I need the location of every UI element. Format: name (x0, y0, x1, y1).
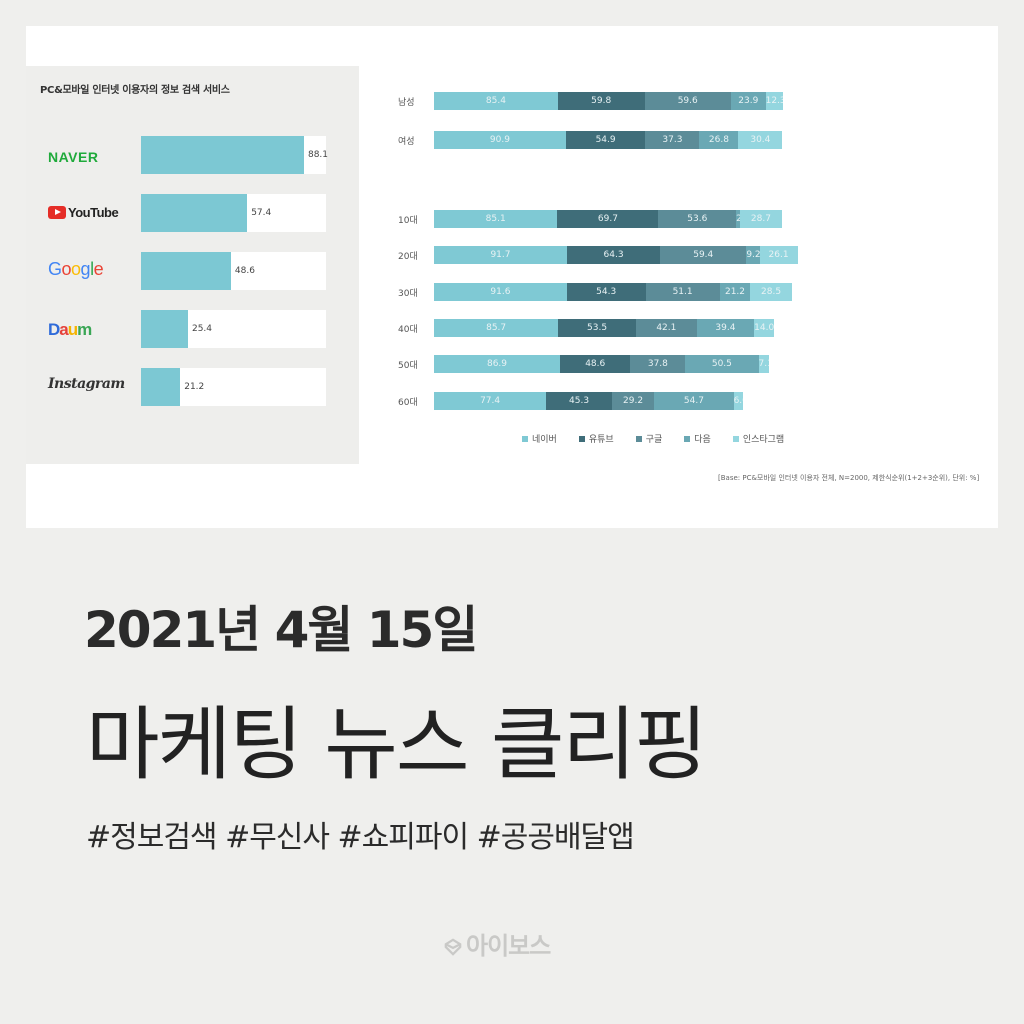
legend-swatch (684, 436, 691, 442)
bar-segment: 59.6 (644, 92, 731, 110)
bar-segment: 28.5 (750, 283, 792, 301)
left-chart-title: PC&모바일 인터넷 이용자의 정보 검색 서비스 (40, 85, 230, 96)
bar-value-label: 48.6 (234, 266, 255, 276)
bar-google (141, 252, 231, 290)
aibos-logo-icon (444, 938, 462, 956)
bar-segment: 85.1 (434, 210, 558, 228)
bar-segment: 64.3 (566, 246, 661, 264)
bar-segment: 90.9 (434, 131, 566, 149)
row-label: 40대 (398, 325, 418, 335)
row-label: 남성 (398, 98, 415, 108)
bar-segment: 14.0 (754, 319, 775, 337)
bar-segment: 48.6 (560, 355, 631, 373)
hashtags: #정보검색 #무신사 #쇼피파이 #공공배달앱 (86, 820, 635, 855)
aibos-logo-text: 아이보스 (466, 932, 551, 960)
row-label: 30대 (398, 289, 418, 299)
legend-label: 인스타그램 (742, 435, 785, 445)
youtube-play-icon (48, 206, 66, 219)
left-chart-panel: PC&모바일 인터넷 이용자의 정보 검색 서비스 NAVER YouTube … (26, 66, 359, 464)
legend-item: 네이버 (522, 432, 557, 445)
bar-segment: 30.4 (738, 131, 783, 149)
bar-segment: 45.3 (546, 392, 612, 410)
bar-value-label: 21.2 (184, 382, 205, 392)
bar-value-label: 88.1 (307, 150, 329, 160)
bar-youtube (141, 194, 248, 232)
row-label: 10대 (398, 216, 418, 226)
chart-footnote: [Base: PC&모바일 인터넷 이용자 전체, N=2000, 제한식순위(… (718, 474, 980, 482)
headline: 마케팅 뉴스 클리핑 (86, 698, 708, 791)
bar-segment: 6.6 (733, 392, 744, 410)
bar-segment: 85.7 (434, 319, 559, 337)
bar-instagram (141, 368, 181, 406)
legend-item: 인스타그램 (732, 432, 785, 445)
bar-segment: 37.3 (645, 131, 700, 149)
bar-segment: 69.7 (557, 210, 659, 228)
bar-segment: 26.1 (759, 246, 798, 264)
bar-segment: 86.9 (434, 355, 560, 373)
row-label: 여성 (398, 137, 415, 147)
bar-naver (141, 136, 304, 174)
legend-label: 다음 (694, 435, 711, 445)
bar-segment: 28.7 (740, 210, 782, 228)
chart-card: PC&모바일 인터넷 이용자의 정보 검색 서비스 NAVER YouTube … (26, 26, 998, 528)
bar-segment: 9.2 (746, 246, 760, 264)
bar-segment: 51.1 (645, 283, 720, 301)
bar-segment: 59.8 (557, 92, 645, 110)
youtube-logo: YouTube (48, 205, 138, 220)
legend-swatch (635, 436, 642, 442)
bar-segment: 91.7 (434, 246, 567, 264)
bar-segment: 21.2 (719, 283, 751, 301)
legend-item: 다음 (684, 432, 711, 445)
legend-item: 구글 (635, 432, 663, 445)
bar-value-label: 57.4 (251, 208, 272, 218)
bar-segment: 37.8 (630, 355, 686, 373)
bar-segment: 53.6 (658, 210, 737, 228)
bar-segment: 29.2 (611, 392, 655, 410)
chart-legend: 네이버 유튜브 구글 다음 인스타그램 (522, 432, 784, 445)
bar-segment: 54.7 (654, 392, 734, 410)
naver-logo: NAVER (48, 149, 99, 165)
bar-segment: 39.4 (696, 319, 754, 337)
legend-label: 유튜브 (588, 435, 614, 445)
legend-swatch (732, 436, 739, 442)
bar-segment: 53.5 (558, 319, 636, 337)
bar-segment: 42.1 (635, 319, 697, 337)
bar-segment: 26.8 (699, 131, 739, 149)
bar-segment: 59.4 (660, 246, 747, 264)
legend-label: 구글 (645, 435, 663, 445)
bar-segment: 2.7 (736, 210, 741, 228)
row-label: 60대 (398, 398, 418, 408)
legend-item: 유튜브 (578, 432, 614, 445)
legend-swatch (522, 436, 528, 442)
youtube-logo-text: YouTube (68, 205, 119, 220)
bar-value-label: 25.4 (191, 324, 213, 334)
legend-swatch (578, 436, 585, 442)
bar-segment: 50.5 (685, 355, 759, 373)
row-label: 50대 (398, 361, 418, 371)
date-heading: 2021년 4월 15일 (84, 601, 478, 659)
row-label: 20대 (398, 252, 418, 262)
aibos-logo: 아이보스 (444, 926, 551, 961)
daum-logo: Daum (48, 320, 92, 339)
bar-segment: 54.3 (566, 283, 646, 301)
bar-segment: 77.4 (434, 392, 547, 410)
bar-daum (141, 310, 188, 348)
bar-segment: 85.4 (434, 92, 558, 110)
legend-label: 네이버 (532, 435, 557, 445)
bar-segment: 91.6 (434, 283, 567, 301)
google-logo: Google (48, 259, 104, 279)
bar-segment: 7.1 (758, 355, 769, 373)
instagram-logo: Instagram (48, 376, 125, 392)
bar-segment: 12.3 (765, 92, 784, 110)
bar-segment: 54.9 (565, 131, 646, 149)
bar-segment: 23.9 (730, 92, 766, 110)
